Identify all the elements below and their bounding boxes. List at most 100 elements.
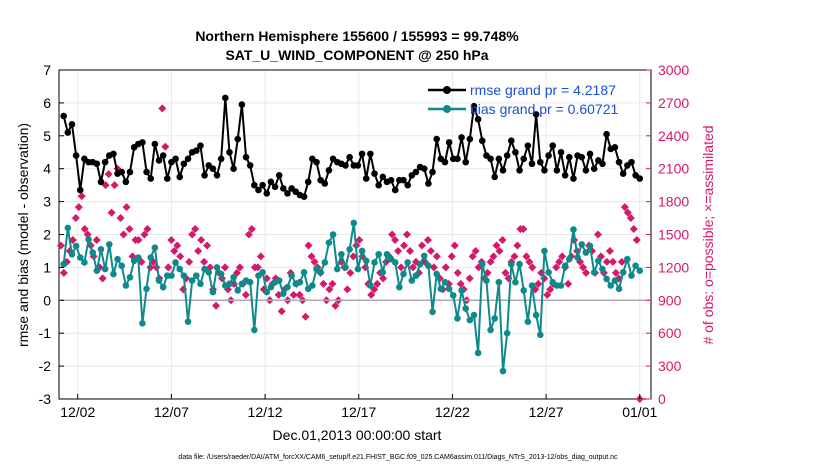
bias-point [396, 283, 403, 291]
obs-count-point [325, 285, 334, 294]
bias-point [101, 265, 109, 273]
bias-point [338, 250, 345, 258]
rmse-point [611, 144, 619, 151]
obs-count-point [164, 263, 173, 272]
rmse-point [280, 185, 287, 192]
rmse-point [441, 158, 449, 166]
rmse-point [487, 155, 494, 163]
bias-point [404, 259, 411, 266]
bias-point [93, 267, 101, 274]
bias-point [72, 242, 80, 250]
obs-count-point [456, 279, 465, 288]
rmse-point [300, 193, 308, 200]
obs-count-point [617, 257, 626, 266]
rmse-point [590, 165, 598, 172]
obs-count-point [122, 203, 131, 212]
bias-point [213, 264, 221, 271]
bias-point [147, 254, 155, 261]
rmse-point [76, 186, 84, 194]
rmse-point [222, 94, 229, 102]
rmse-point [466, 135, 474, 143]
obs-count-point [605, 246, 614, 255]
obs-count-point [465, 274, 474, 283]
obs-count-point [331, 301, 340, 310]
obs-count-point [629, 225, 638, 234]
obs-count-point [486, 257, 495, 266]
bias-point [425, 262, 432, 270]
rmse-point [420, 165, 428, 172]
bias-point [126, 273, 134, 281]
bias-point [611, 277, 619, 284]
legend-rmse-marker [443, 86, 451, 94]
rmse-point [346, 153, 353, 161]
obs-count-point [489, 252, 498, 261]
bias-point [317, 269, 324, 276]
bias-point [603, 275, 610, 283]
obs-count-point [188, 230, 197, 239]
rmse-point [557, 148, 565, 156]
bias-point [346, 246, 353, 253]
rmse-point [238, 101, 246, 108]
rmse-point [172, 155, 179, 163]
obs-count-point [244, 230, 253, 239]
y-right-tick-label: 3000 [658, 62, 689, 78]
y-axis-left: -3 -2 -1 0 1 2 3 4 5 6 7 [39, 62, 64, 407]
obs-count-point [582, 268, 591, 277]
obs-count-point [432, 252, 441, 261]
bias-point [193, 272, 200, 279]
y-right-tick-label: 900 [658, 292, 682, 308]
y-right-tick-label: 600 [658, 325, 682, 341]
bias-point [545, 269, 552, 276]
y-right-tick-label: 0 [658, 391, 666, 407]
rmse-point [375, 181, 382, 189]
obs-count-point [140, 230, 149, 239]
rmse-point [271, 183, 279, 191]
bias-point [512, 278, 519, 286]
bias-point [557, 282, 565, 289]
obs-count-point [528, 263, 537, 272]
bias-point [110, 270, 117, 278]
bias-point [329, 231, 337, 238]
rmse-point [126, 168, 134, 176]
x-tick-label: 01/01 [622, 404, 657, 420]
bias-point [139, 320, 146, 327]
rmse-point [528, 160, 536, 168]
obs-count-point [59, 268, 68, 277]
bias-point [234, 287, 242, 294]
rmse-point [143, 168, 150, 176]
bias-point [296, 278, 304, 286]
rmse-point [412, 168, 420, 176]
bias-point [205, 269, 213, 276]
x-axis: 12/02 12/07 12/12 12/17 12/22 12/27 01/01 [60, 394, 657, 420]
bias-point [412, 272, 420, 279]
obs-count-point [355, 235, 364, 244]
obs-count-point [191, 225, 200, 234]
rmse-point [60, 112, 67, 120]
rmse-point [122, 178, 130, 186]
rmse-point [582, 167, 590, 174]
bias-point [159, 283, 167, 291]
obs-count-point [534, 279, 543, 288]
bias-point [454, 315, 461, 322]
obs-count-point [429, 263, 438, 272]
rmse-point [354, 162, 362, 169]
obs-count-point [173, 241, 182, 250]
obs-count-point [319, 279, 328, 288]
bias-point [284, 283, 291, 291]
bias-point [358, 247, 366, 255]
obs-count-point [417, 241, 426, 250]
rmse-point [97, 178, 105, 186]
bias-point [615, 285, 623, 293]
rmse-point [151, 140, 159, 148]
bias-point [375, 250, 382, 258]
bias-point [536, 331, 544, 339]
bias-point [259, 269, 266, 276]
rmse-point [321, 180, 329, 187]
obs-count-point [611, 268, 620, 277]
obs-count-point [620, 203, 629, 212]
y-tick-label: -2 [39, 358, 52, 374]
rmse-point [313, 158, 320, 166]
obs-count-point [295, 290, 304, 299]
obs-count-point [397, 263, 406, 272]
rmse-point [503, 152, 511, 159]
